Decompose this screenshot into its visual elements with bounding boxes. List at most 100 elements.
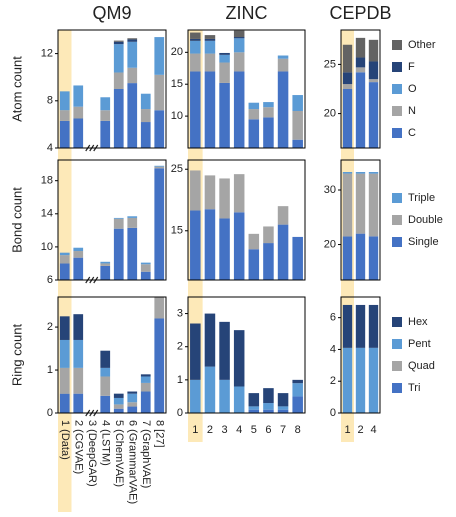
y-tick-label: 1	[177, 374, 183, 386]
bar-segment	[342, 89, 353, 148]
legend-swatch	[392, 383, 402, 393]
bar-segment	[100, 376, 111, 396]
bar-segment	[233, 212, 245, 280]
y-tick-label: 10	[171, 110, 183, 122]
y-tick-label: 6	[47, 274, 53, 286]
bar-segment	[355, 72, 366, 148]
bar-segment	[233, 71, 245, 148]
bar-segment	[233, 52, 245, 72]
bar-segment	[263, 388, 274, 404]
bar-segment	[204, 71, 216, 148]
bar-segment	[204, 38, 216, 41]
bar-segment	[248, 406, 260, 410]
bar-segment	[368, 236, 379, 280]
bar-segment	[233, 30, 245, 38]
bar-segment	[154, 74, 165, 111]
bar-segment	[113, 408, 124, 413]
bar-segment	[73, 393, 84, 413]
bar-segment	[59, 263, 70, 280]
bar-segment	[127, 67, 138, 84]
bar-segment	[140, 122, 151, 148]
bar-segment	[127, 38, 138, 40]
y-tick-label: 6	[330, 312, 336, 324]
bar-segment	[127, 217, 138, 228]
legend-label: Single	[408, 236, 439, 248]
bar-segment	[127, 393, 138, 403]
bar-segment	[277, 393, 289, 407]
bar-segment	[140, 109, 151, 123]
x-tick-label: 1 (Data)	[59, 420, 71, 460]
y-tick-label: 30	[324, 184, 336, 196]
y-tick-label: 18	[41, 175, 53, 187]
legend-swatch	[392, 193, 402, 203]
bar-segment	[248, 233, 260, 250]
x-tick-label: 1	[192, 424, 198, 436]
legend-label: F	[408, 61, 415, 73]
y-tick-label: 0	[177, 407, 183, 419]
y-tick-label: 25	[171, 163, 183, 175]
x-tick-label: 6	[265, 424, 271, 436]
column-title: QM9	[92, 3, 131, 23]
bar-segment	[248, 102, 260, 110]
bar-segment	[368, 82, 379, 148]
bar-segment	[248, 119, 260, 148]
y-axis-label: Ring count	[9, 324, 24, 387]
x-tick-label: 2 (CGVAE)	[72, 420, 84, 474]
x-tick-label: 7	[280, 424, 286, 436]
panel-frame	[340, 159, 381, 281]
y-axis-label: Atom count	[9, 56, 24, 122]
y-tick-label: 4	[47, 142, 53, 154]
bar-segment	[140, 262, 151, 265]
bar-segment	[190, 323, 201, 380]
y-tick-label: 2	[177, 341, 183, 353]
bar-segment	[113, 89, 124, 148]
bar-segment	[113, 228, 124, 280]
bar-segment	[190, 53, 201, 72]
y-axis-label: Bond count	[9, 187, 24, 253]
bars	[190, 170, 303, 280]
legend-swatch	[392, 339, 402, 349]
y-tick-label: 15	[171, 78, 183, 90]
y-tick-label: 20	[324, 238, 336, 250]
column-title: CEPDB	[329, 3, 391, 23]
bar-segment	[342, 304, 353, 348]
bar-segment	[140, 264, 151, 272]
bar-segment	[292, 396, 303, 413]
bars	[190, 313, 303, 413]
bar-segment	[100, 110, 111, 121]
bar-segment	[190, 38, 201, 41]
bars	[59, 297, 165, 413]
bars	[59, 165, 165, 280]
bar-segment	[127, 39, 138, 42]
bar-segment	[113, 218, 124, 229]
x-tick-label: 2	[207, 424, 213, 436]
bar-segment	[277, 71, 289, 148]
bar-segment	[277, 224, 289, 280]
bar-segment	[204, 175, 216, 210]
bar-segment	[127, 216, 138, 218]
panel-frame	[187, 159, 306, 281]
bar-segment	[127, 406, 138, 413]
bar-segment	[100, 395, 111, 413]
x-tick-label: 2	[357, 424, 363, 436]
x-tick-label: 4	[236, 424, 242, 436]
bar-segment	[140, 391, 151, 413]
bar-segment	[248, 109, 260, 120]
y-tick-label: 25	[324, 58, 336, 70]
bar-segment	[233, 174, 245, 213]
bar-segment	[263, 107, 274, 118]
bar-segment	[113, 41, 124, 45]
x-tick-label: 4	[370, 424, 376, 436]
legend-label: Triple	[408, 192, 435, 204]
legend-label: Hex	[408, 316, 428, 328]
bar-segment	[248, 409, 260, 413]
bar-segment	[263, 243, 274, 280]
bar-segment	[73, 251, 84, 258]
bar-segment	[73, 257, 84, 280]
bar-segment	[59, 91, 70, 111]
bar-segment	[342, 72, 353, 85]
bar-segment	[263, 102, 274, 108]
legend-swatch	[392, 40, 402, 50]
bar-segment	[113, 393, 124, 398]
